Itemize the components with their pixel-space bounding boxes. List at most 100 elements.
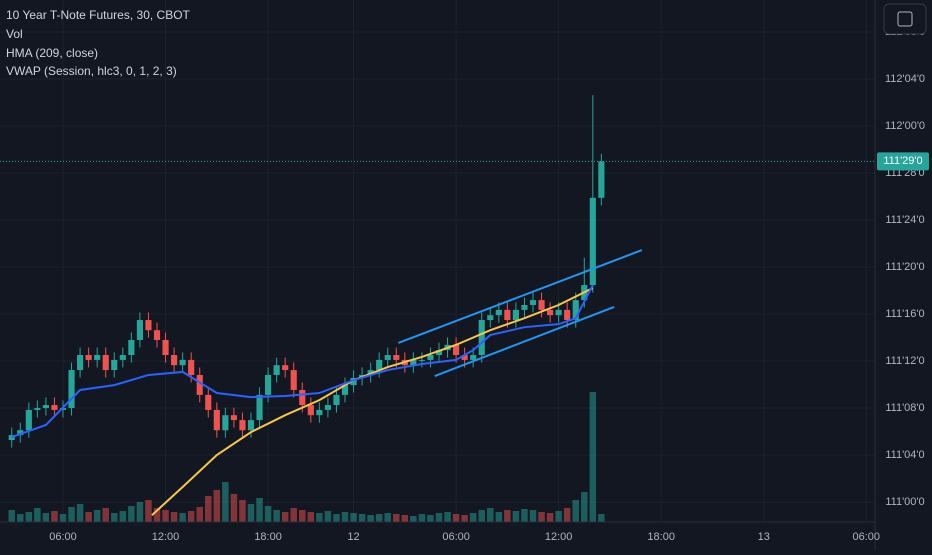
candle-body: [487, 315, 494, 321]
volume-bar: [59, 514, 67, 522]
y-tick-label: 111'12'0: [885, 355, 924, 367]
volume-bar: [145, 500, 152, 522]
volume-bar: [367, 515, 374, 522]
candle-body: [307, 405, 314, 416]
volume-bar: [153, 508, 161, 522]
volume-bar: [350, 513, 357, 522]
volume-bar: [281, 512, 289, 522]
trend-line: [434, 305, 615, 378]
candle-body: [598, 161, 605, 198]
volume-bar: [17, 514, 24, 522]
candle-body: [461, 355, 468, 360]
candle-body: [333, 394, 340, 406]
x-tick-label: 12: [347, 531, 359, 543]
legend: 10 Year T-Note Futures, 30, CBOT Vol HMA…: [6, 8, 191, 78]
candle-body: [410, 359, 417, 366]
candle-body: [196, 374, 203, 395]
volume-bar: [128, 506, 135, 522]
volume-bar: [230, 494, 238, 522]
candle-body: [119, 355, 126, 360]
plot-layer: [0, 95, 875, 516]
candle-body: [282, 365, 289, 371]
settings-button[interactable]: [883, 3, 927, 35]
volume-bar: [256, 498, 263, 522]
candle-body: [495, 309, 502, 316]
candle-body: [453, 344, 460, 356]
y-tick-label: 111'08'0: [885, 402, 924, 414]
candle-body: [316, 409, 323, 416]
volume-bar: [521, 509, 528, 522]
candle-body: [222, 415, 229, 431]
candle-body: [564, 309, 571, 321]
x-tick-label: 13: [758, 531, 770, 543]
y-tick-label: 111'16'0: [885, 308, 924, 320]
volume-bar: [401, 515, 409, 522]
x-tick-label: 06:00: [49, 531, 77, 543]
candle-body: [239, 420, 246, 431]
x-tick-label: 18:00: [647, 531, 675, 543]
indicator-label: HMA (209, close): [6, 46, 98, 60]
candle-body: [265, 374, 272, 395]
candle-body: [51, 405, 58, 410]
candle-body: [111, 359, 118, 371]
candle-body: [555, 309, 562, 316]
candle-body: [17, 430, 24, 436]
volume-bar: [572, 500, 579, 522]
volume-bar: [222, 482, 229, 522]
candle-body: [572, 300, 579, 321]
candle-body: [188, 359, 195, 375]
volume-bar: [196, 507, 203, 522]
candle-body: [136, 320, 143, 340]
volume-bar: [410, 516, 417, 522]
volume-bar: [393, 514, 400, 522]
candle-body: [162, 339, 169, 356]
volume-bar: [469, 513, 477, 522]
y-tick-label: 111'00'0: [885, 496, 924, 508]
candle-body: [529, 300, 537, 306]
volume-bar: [93, 510, 101, 522]
volume-bar: [546, 513, 554, 522]
x-tick-label: 12:00: [545, 531, 573, 543]
volume-bar: [111, 513, 118, 522]
candle-body: [418, 359, 425, 361]
volume-bar: [247, 504, 255, 522]
volume-bar: [187, 511, 195, 522]
candle-body: [435, 350, 443, 356]
volume-bar: [42, 513, 50, 522]
volume-bar: [179, 513, 186, 522]
candle-body: [59, 408, 67, 410]
volume-bar: [162, 510, 169, 522]
volume-bar: [487, 508, 494, 522]
last-price-tag: [877, 152, 929, 171]
volume-bar: [478, 510, 485, 522]
volume-bar: [555, 511, 562, 522]
candle-body: [34, 408, 41, 410]
trend-line: [397, 249, 643, 344]
volume-bar: [119, 511, 127, 522]
volume-bar: [239, 500, 246, 522]
x-tick-label: 12:00: [152, 531, 180, 543]
volume-bar: [85, 512, 92, 522]
volume-bar: [102, 508, 109, 522]
volume-bar: [299, 510, 306, 522]
volume-bar: [213, 490, 221, 522]
candle-body: [470, 355, 477, 360]
candle-body: [42, 405, 49, 409]
x-tick-label: 06:00: [442, 531, 470, 543]
volume-bar: [273, 510, 280, 522]
candle-body: [94, 355, 101, 360]
volume-bar: [495, 512, 503, 522]
volume-bar: [384, 513, 391, 522]
volume-bar: [375, 514, 383, 522]
candle-body: [102, 355, 109, 371]
volume-bar: [51, 511, 58, 522]
button-icon: [897, 11, 913, 27]
candle-body: [213, 409, 220, 431]
candle-body: [521, 305, 528, 310]
candle-body: [179, 359, 186, 366]
indicator-line: [11, 284, 594, 438]
candle-body: [350, 377, 357, 386]
volume-bar: [418, 514, 426, 522]
candle-body: [205, 394, 212, 410]
volume-bar: [589, 392, 597, 522]
